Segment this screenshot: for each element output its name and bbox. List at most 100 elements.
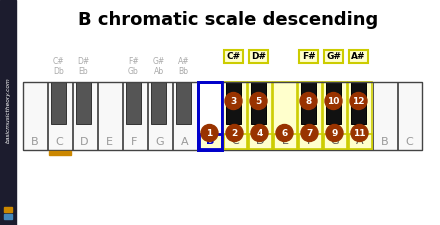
Text: B: B: [381, 137, 389, 147]
Text: 3: 3: [231, 97, 237, 106]
Text: Db: Db: [53, 67, 64, 76]
Text: 8: 8: [305, 97, 312, 106]
FancyBboxPatch shape: [249, 134, 271, 149]
Bar: [198, 82, 221, 150]
Text: A: A: [356, 137, 364, 146]
Text: 9: 9: [331, 128, 337, 137]
Bar: [0, 0, 16, 225]
Circle shape: [251, 124, 268, 142]
Bar: [48, 151, 70, 155]
Text: F: F: [307, 137, 313, 146]
Bar: [126, 82, 141, 124]
Bar: [348, 82, 371, 150]
Text: F: F: [131, 137, 138, 147]
Text: C#: C#: [227, 52, 241, 61]
Text: D: D: [80, 137, 89, 147]
FancyBboxPatch shape: [323, 134, 347, 149]
Text: 4: 4: [257, 128, 263, 137]
Bar: [122, 82, 147, 150]
FancyBboxPatch shape: [198, 134, 221, 149]
Text: C: C: [55, 137, 63, 147]
Bar: [272, 82, 297, 150]
Text: Ab: Ab: [154, 67, 164, 76]
Text: Eb: Eb: [79, 67, 88, 76]
Text: E: E: [106, 137, 113, 147]
Text: B chromatic scale descending: B chromatic scale descending: [78, 11, 378, 29]
Circle shape: [250, 92, 267, 110]
Bar: [351, 82, 366, 124]
Text: 7: 7: [306, 128, 313, 137]
Circle shape: [350, 92, 367, 110]
Bar: [98, 82, 121, 150]
Bar: [198, 82, 221, 150]
Text: A: A: [181, 137, 188, 147]
Bar: [397, 82, 422, 150]
Bar: [251, 82, 266, 124]
Circle shape: [226, 124, 243, 142]
FancyBboxPatch shape: [224, 134, 246, 149]
Text: G: G: [155, 137, 164, 147]
Text: 12: 12: [352, 97, 365, 106]
FancyBboxPatch shape: [249, 50, 268, 63]
FancyBboxPatch shape: [299, 50, 318, 63]
Text: 6: 6: [281, 128, 288, 137]
Bar: [176, 82, 191, 124]
Text: D#: D#: [251, 52, 266, 61]
Bar: [223, 82, 246, 150]
Text: basicmusictheory.com: basicmusictheory.com: [5, 77, 11, 143]
Text: 11: 11: [353, 128, 366, 137]
Text: F#: F#: [128, 58, 139, 67]
Bar: [151, 82, 166, 124]
Bar: [247, 82, 271, 150]
Text: A#: A#: [178, 58, 189, 67]
Text: F#: F#: [302, 52, 315, 61]
Bar: [51, 82, 66, 124]
FancyBboxPatch shape: [349, 50, 368, 63]
Bar: [326, 82, 341, 124]
Bar: [297, 82, 322, 150]
Bar: [4, 207, 12, 212]
Circle shape: [276, 124, 293, 142]
Circle shape: [225, 92, 242, 110]
Circle shape: [301, 124, 318, 142]
Bar: [226, 82, 241, 124]
Circle shape: [325, 92, 342, 110]
Bar: [48, 82, 71, 150]
Text: Gb: Gb: [128, 67, 139, 76]
Bar: [73, 82, 96, 150]
Text: D#: D#: [77, 58, 90, 67]
Text: A#: A#: [351, 52, 366, 61]
Bar: [4, 214, 12, 219]
Circle shape: [201, 124, 218, 142]
Text: C: C: [406, 137, 413, 147]
Bar: [22, 82, 47, 150]
Text: 2: 2: [231, 128, 238, 137]
Circle shape: [326, 124, 343, 142]
Text: G#: G#: [152, 58, 165, 67]
Text: 1: 1: [206, 128, 213, 137]
FancyBboxPatch shape: [298, 134, 322, 149]
Text: 10: 10: [327, 97, 340, 106]
Text: E: E: [282, 137, 289, 146]
Text: B: B: [206, 137, 214, 146]
Text: G: G: [331, 137, 339, 146]
Text: C: C: [231, 137, 239, 146]
Bar: [172, 82, 197, 150]
Text: B: B: [31, 137, 38, 147]
Bar: [76, 82, 91, 124]
FancyBboxPatch shape: [224, 50, 243, 63]
Bar: [147, 82, 172, 150]
Bar: [373, 82, 396, 150]
Text: Bb: Bb: [179, 67, 188, 76]
Circle shape: [300, 92, 317, 110]
Bar: [323, 82, 347, 150]
FancyBboxPatch shape: [324, 50, 343, 63]
Text: D: D: [256, 137, 264, 146]
Text: C#: C#: [53, 58, 64, 67]
Bar: [301, 82, 316, 124]
Text: 5: 5: [255, 97, 262, 106]
Text: G#: G#: [326, 52, 341, 61]
Circle shape: [351, 124, 368, 142]
FancyBboxPatch shape: [348, 134, 371, 149]
Bar: [22, 82, 422, 150]
